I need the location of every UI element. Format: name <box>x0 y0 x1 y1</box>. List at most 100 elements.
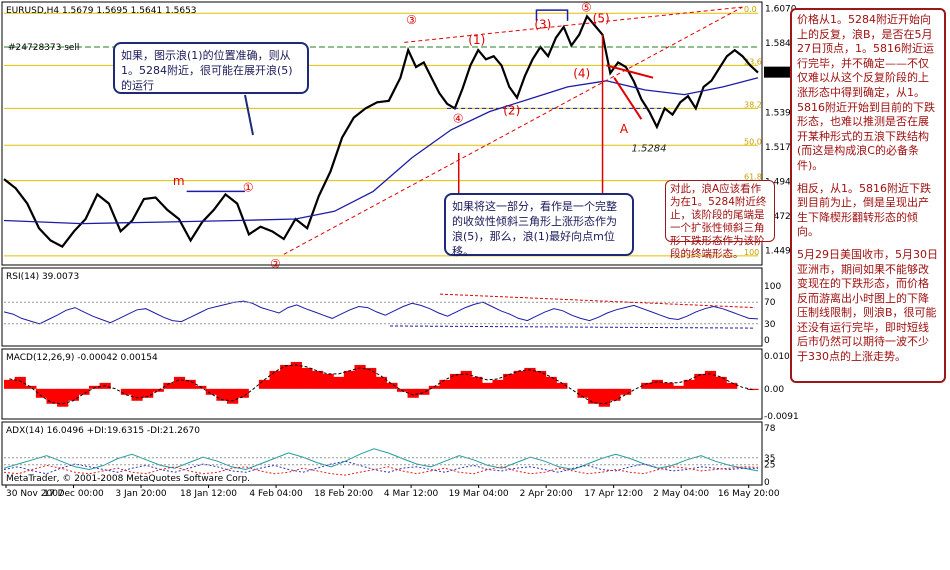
macd-bar <box>747 388 759 391</box>
macd-bar <box>726 382 738 389</box>
macd-bar <box>343 370 356 389</box>
macd-bar <box>280 364 292 389</box>
x-tick-label-10: 2 May 04:00 <box>653 489 709 499</box>
macd-bar <box>184 379 196 389</box>
macd-bar <box>673 385 685 389</box>
adx-line-di <box>3 464 759 476</box>
x-tick-label-11: 16 May 20:00 <box>718 489 780 499</box>
price-tick-7: 1.4495 <box>765 246 797 256</box>
macd-bar <box>365 367 377 389</box>
adx-line-di <box>3 460 759 475</box>
indicator-tick-2-0: 78 <box>764 424 776 434</box>
macd-bar <box>598 388 610 407</box>
fib-label-1: 23.6 <box>744 57 762 66</box>
macd-bar <box>142 388 154 398</box>
copyright-text: MetaTrader, © 2001-2008 MetaQuotes Softw… <box>6 474 250 484</box>
macd-bar <box>301 367 313 389</box>
analysis-paragraph-3: 5月29日美国收市，5月30日亚洲市，期间如果不能够改变现在的下跌形态，而价格反… <box>797 247 938 364</box>
wedge-top-line <box>606 64 654 79</box>
x-tick-label-7: 19 Mar 04:00 <box>449 489 509 499</box>
macd-bar <box>619 388 632 395</box>
price-tick-1: 1.5845 <box>765 39 797 49</box>
symbol-header: EURUSD,H4 1.5679 1.5695 1.5641 1.5653 <box>6 6 197 16</box>
fib-label-5: 100 <box>744 248 759 257</box>
indicator-tick-0-2: 30 <box>764 320 776 330</box>
macd-bar <box>545 376 557 389</box>
macd-bar <box>460 370 472 389</box>
price-tick-4: 1.5170 <box>765 143 797 153</box>
macd-bar <box>14 376 26 389</box>
macd-bar <box>588 388 600 404</box>
macd-bar <box>354 364 366 389</box>
wave-label-w5: ⑤ <box>581 1 592 15</box>
macd-bar <box>609 388 621 401</box>
macd-bar <box>683 379 695 389</box>
note-top-left-text: 如果，图示浪(1)的位置准确，则从1。5284附近，很可能在展开浪(5)的运行 <box>121 49 293 92</box>
price-y-axis: 1.6070 1.5845 1.5395 1.5170 1.4945 1.4720 1.44… <box>765 5 797 257</box>
macd-bar <box>57 388 69 407</box>
macd-bar <box>67 388 79 401</box>
macd-bar <box>78 388 90 395</box>
macd-bar <box>227 388 239 404</box>
macd-bar <box>375 376 387 389</box>
current-price-box <box>764 66 790 78</box>
order-label: #24728373 sell <box>8 43 79 53</box>
x-tick-label-5: 18 Feb 20:00 <box>314 489 373 499</box>
macd-bar <box>311 370 324 389</box>
macd-bar <box>35 388 48 398</box>
wave-label-p4: (4) <box>573 67 590 81</box>
wave-label-low_value: 1.5284 <box>632 143 667 154</box>
macd-bar <box>450 373 462 389</box>
fibonacci-levels: 0.0 23.6 38.2 50.0 61.8 100 <box>4 5 762 257</box>
macd-bar <box>322 373 334 389</box>
macd-bar <box>163 382 175 389</box>
indicator-tick-1-0: 0.01099 <box>764 352 801 362</box>
x-tick-label-8: 2 Apr 20:00 <box>520 489 573 499</box>
x-tick-label-1: 17 Dec 00:00 <box>43 489 104 499</box>
indicator-tick-1-1: 0.00 <box>764 385 784 395</box>
price-panel <box>1 1 763 266</box>
analysis-paragraph-1: 价格从1。5284附近开始向上的反复，浪B，是否在5月27日顶点，1。5816附… <box>797 13 935 172</box>
wave-label-p5: (5) <box>593 11 610 25</box>
wave-label-w1: ① <box>243 180 254 194</box>
x-tick-label-0: 30 Nov 2007 <box>6 489 64 499</box>
macd-bar <box>237 388 249 398</box>
bracket-top <box>535 9 569 21</box>
fib-label-2: 38.2 <box>744 100 762 109</box>
price-tick-0: 1.6070 <box>765 5 797 15</box>
wave-label-p2: (2) <box>503 104 520 118</box>
macd-bar <box>428 385 441 389</box>
rsi-panel <box>1 267 763 347</box>
adx-title: ADX(14) 16.0496 +DI:19.6315 -DI:21.2670 <box>6 426 200 436</box>
macd-bar <box>715 376 727 389</box>
macd-bar <box>534 370 547 389</box>
macd-bar <box>216 388 228 401</box>
price-tick-5: 1.4945 <box>765 177 797 187</box>
macd-bar <box>577 388 589 398</box>
macd-bar <box>120 388 133 395</box>
indicator-tick-0-0: 100 <box>764 282 781 292</box>
analysis-side-panel: 价格从1。5284附近开始向上的反复，浪B，是否在5月27日顶点，1。5816附… <box>790 8 946 383</box>
macd-bar <box>46 388 58 404</box>
macd-bar <box>173 376 186 389</box>
wave-label-p1: (1) <box>468 33 485 47</box>
current-price-label: 1.5653 <box>765 69 797 79</box>
fib-label-4: 61.8 <box>744 173 762 182</box>
rsi-line <box>3 300 759 325</box>
indicator-tick-2-2: 25 <box>764 461 775 471</box>
note-arrow <box>244 94 254 136</box>
macd-bar <box>258 379 271 389</box>
fib-label-0: 0.0 <box>744 5 757 14</box>
price-line <box>3 14 759 249</box>
macd-bar <box>481 382 494 389</box>
note-bottom-middle-text: 如果将这一部分，看作是一个完整的收敛性倾斜三角形上涨形态作为浪(5)，那么，浪(… <box>452 200 617 258</box>
wave-label-p3: (3) <box>534 18 551 32</box>
note-top-left: 如果，图示浪(1)的位置准确，则从1。5284附近，很可能在展开浪(5)的运行 <box>113 42 309 94</box>
price-series: 1.5653 <box>3 14 797 249</box>
macd-bar <box>25 385 37 389</box>
macd-bar <box>651 379 664 389</box>
macd-bar <box>641 382 653 389</box>
